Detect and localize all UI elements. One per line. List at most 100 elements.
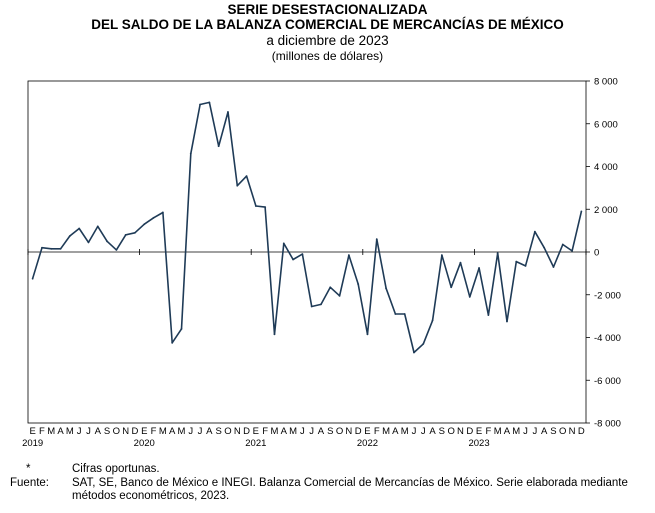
month-label: S [215, 426, 221, 437]
data-point [134, 231, 136, 234]
month-label: N [345, 426, 352, 437]
month-label: O [336, 426, 343, 437]
data-point [431, 319, 434, 322]
month-label: A [541, 426, 548, 437]
month-label: E [364, 426, 370, 437]
data-point [524, 264, 527, 267]
month-label: M [494, 426, 502, 437]
footnotes: * Cifras oportunas. Fuente: SAT, SE, Ban… [10, 463, 650, 504]
month-label: M [382, 426, 390, 437]
data-point [357, 283, 360, 285]
data-point [87, 241, 90, 244]
month-label: A [95, 426, 102, 437]
data-point [580, 210, 583, 213]
data-point [199, 103, 201, 106]
chart-units: (millones de dólares) [271, 49, 384, 63]
data-point [561, 243, 564, 246]
data-point [273, 333, 276, 336]
data-point [571, 250, 573, 252]
month-label: N [457, 426, 464, 437]
data-point [50, 247, 53, 250]
data-point [236, 184, 239, 187]
data-point [245, 175, 248, 178]
month-label: A [206, 426, 213, 437]
footnote-text: Cifras oportunas. [72, 463, 160, 475]
month-label: A [429, 426, 436, 437]
month-label: J [188, 426, 193, 437]
month-label: S [439, 426, 445, 437]
data-point [78, 227, 81, 230]
data-point [450, 286, 453, 289]
data-point [506, 320, 508, 323]
month-label: F [374, 426, 380, 437]
data-point [301, 253, 304, 256]
data-point [227, 111, 229, 113]
month-label: O [559, 426, 566, 437]
month-label: M [401, 426, 409, 437]
month-label: F [485, 426, 491, 437]
data-point [385, 287, 387, 290]
month-label: M [270, 426, 278, 437]
series-line [31, 101, 583, 354]
year-label: 2022 [357, 438, 378, 449]
data-point [413, 351, 415, 354]
data-point [543, 246, 546, 249]
year-label: 2021 [245, 438, 266, 449]
month-label: N [569, 426, 576, 437]
y-tick-label: -6 000 [594, 376, 621, 387]
month-label: F [151, 426, 157, 437]
month-label: F [262, 426, 268, 437]
data-point [320, 303, 322, 306]
month-label: D [243, 426, 250, 437]
month-label: E [141, 426, 147, 437]
data-point [152, 216, 155, 219]
chart-title-line2: DEL SALDO DE LA BALANZA COMERCIAL DE MER… [91, 17, 564, 32]
data-point [329, 286, 332, 289]
data-point [496, 252, 499, 254]
chart-subtitle: a diciembre de 2023 [266, 33, 389, 48]
month-label: O [113, 426, 120, 437]
year-label: 2023 [468, 438, 489, 449]
data-point [515, 260, 518, 263]
data-point [106, 240, 108, 243]
data-point [124, 234, 127, 236]
y-tick-label: 2 000 [594, 205, 618, 216]
month-label: A [392, 426, 399, 437]
month-label: N [122, 426, 129, 437]
y-tick-label: -4 000 [594, 333, 621, 344]
month-label: J [412, 426, 417, 437]
footnote-mark: * [26, 463, 31, 475]
data-point [217, 145, 220, 148]
data-point [171, 341, 174, 344]
data-point [292, 258, 294, 261]
data-point [403, 313, 406, 315]
chart-title-block: SERIE DESESTACIONALIZADA DEL SALDO DE LA… [0, 0, 655, 63]
data-point [338, 294, 341, 297]
month-label: A [281, 426, 288, 437]
y-tick-label: -2 000 [594, 290, 621, 301]
data-point [264, 206, 267, 209]
month-label: M [47, 426, 55, 437]
data-point [59, 247, 62, 250]
data-point [96, 225, 99, 228]
month-label: E [253, 426, 259, 437]
data-point [143, 223, 146, 226]
source-label: Fuente: [10, 476, 49, 489]
data-point [422, 343, 425, 345]
data-point [478, 267, 480, 269]
data-point [487, 314, 490, 316]
y-tick-label: 4 000 [594, 162, 618, 173]
month-label: A [504, 426, 511, 437]
data-point [366, 333, 369, 336]
month-label: D [132, 426, 139, 437]
data-point [533, 230, 536, 233]
month-label: D [466, 426, 473, 437]
month-label: J [300, 426, 305, 437]
month-label: M [159, 426, 167, 437]
data-point [552, 266, 555, 268]
data-point [394, 313, 397, 315]
chart-title-line1: SERIE DESESTACIONALIZADA [227, 2, 428, 17]
month-label: A [318, 426, 325, 437]
month-label: A [169, 426, 176, 437]
month-label: J [198, 426, 203, 437]
